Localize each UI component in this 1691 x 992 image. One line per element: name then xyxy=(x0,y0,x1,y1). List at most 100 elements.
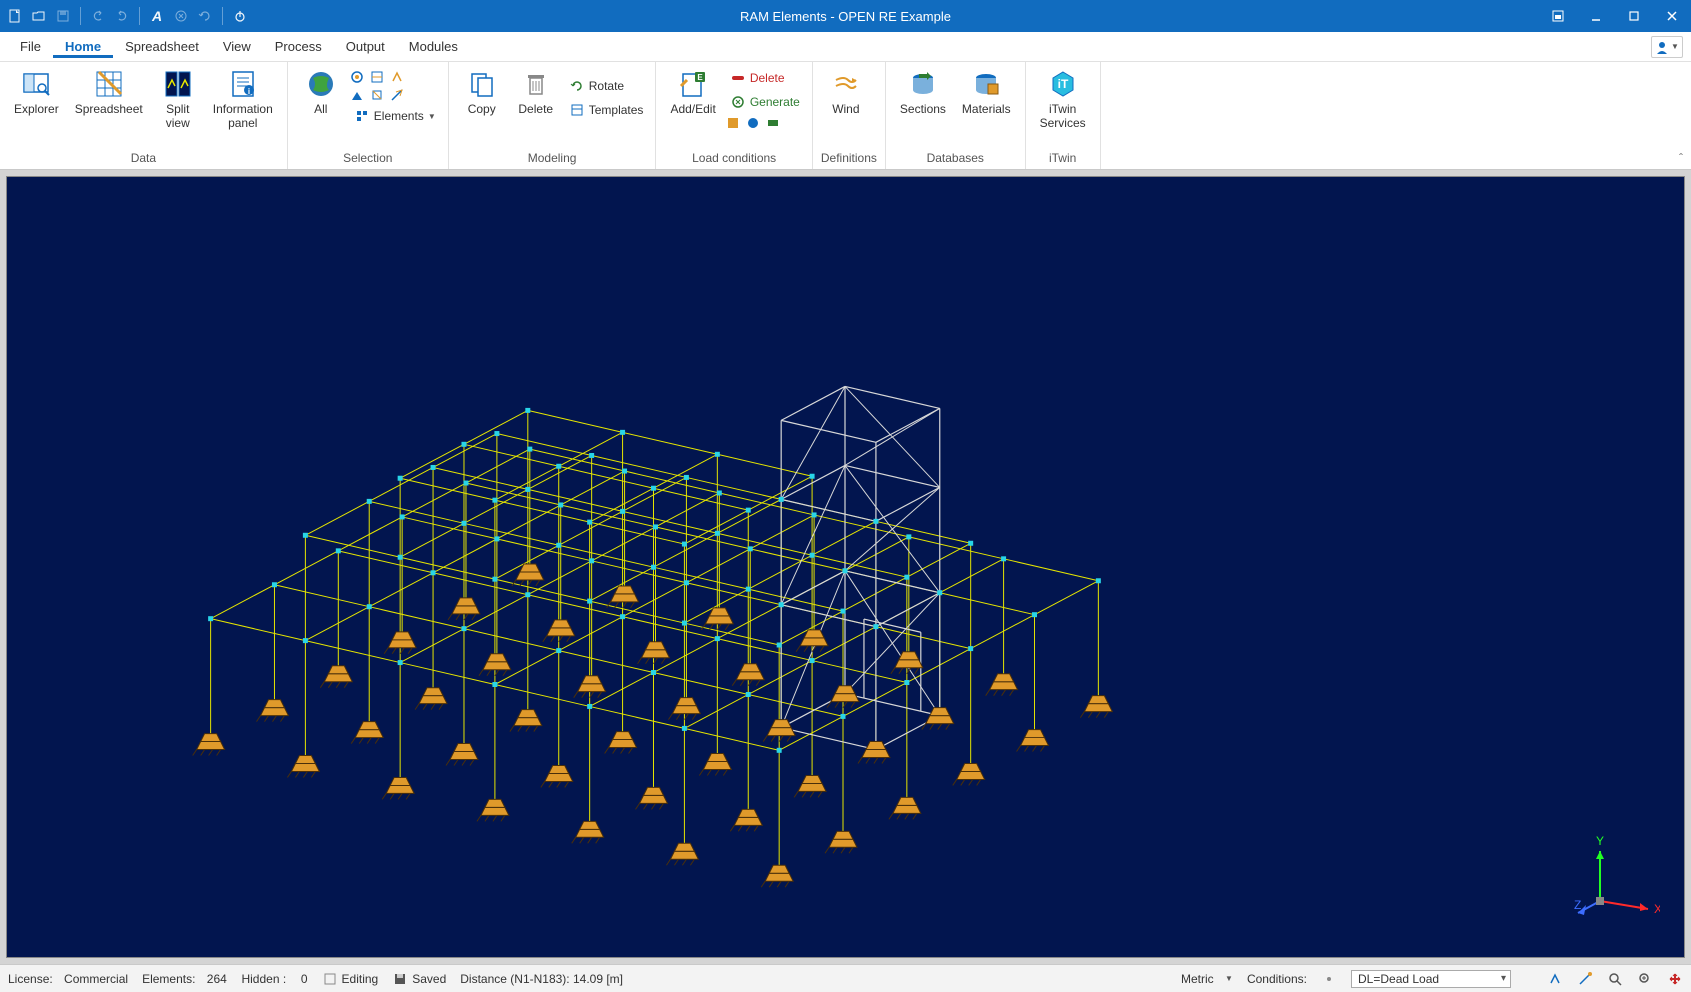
undo-icon[interactable] xyxy=(87,5,109,27)
status-tool-2[interactable] xyxy=(1577,971,1593,987)
sel-icon-4[interactable] xyxy=(350,88,364,102)
redo-icon[interactable] xyxy=(111,5,133,27)
zoom-fit-icon[interactable] xyxy=(1607,971,1623,987)
svg-text:iT: iT xyxy=(1057,77,1068,91)
menu-process[interactable]: Process xyxy=(263,35,334,58)
menu-file[interactable]: File xyxy=(8,35,53,58)
units-dropdown[interactable]: Metric ▼ xyxy=(1181,972,1233,986)
spreadsheet-button[interactable]: Spreadsheet xyxy=(69,66,149,118)
explorer-icon xyxy=(20,68,52,100)
status-distance: Distance (N1-N183): 14.09 [m] xyxy=(460,972,623,986)
conditions-dropdown[interactable]: DL=Dead Load xyxy=(1351,970,1511,988)
quick-access-toolbar: A xyxy=(4,5,251,27)
conditions-nav-icon[interactable] xyxy=(1321,971,1337,987)
lc-generate-icon xyxy=(730,94,746,110)
menu-view[interactable]: View xyxy=(211,35,263,58)
menu-output[interactable]: Output xyxy=(334,35,397,58)
copy-icon xyxy=(466,68,498,100)
wind-icon xyxy=(830,68,862,100)
lc-generate-button[interactable]: Generate xyxy=(726,92,804,112)
minimize-button[interactable] xyxy=(1581,5,1611,27)
ribbon-group-itwin: iT iTwin Services iTwin xyxy=(1026,62,1101,169)
rotate-icon xyxy=(569,78,585,94)
templates-button[interactable]: Templates xyxy=(565,100,648,120)
status-license: License: Commercial xyxy=(8,972,128,986)
svg-text:X: X xyxy=(1654,902,1660,916)
sel-icon-1[interactable] xyxy=(350,70,364,84)
edit-mode-icon xyxy=(322,971,338,987)
ribbon-group-selection: All Elements ▼ Sele xyxy=(288,62,449,169)
title-bar: A RAM Elements - OPEN RE Example xyxy=(0,0,1691,32)
sections-button[interactable]: Sections xyxy=(894,66,952,118)
close-button[interactable] xyxy=(1657,5,1687,27)
orientation-triad: Y X Z xyxy=(1570,831,1660,921)
delete-icon xyxy=(520,68,552,100)
sel-icon-6[interactable] xyxy=(390,88,404,102)
menu-spreadsheet[interactable]: Spreadsheet xyxy=(113,35,211,58)
save-file-icon[interactable] xyxy=(52,5,74,27)
sections-icon xyxy=(907,68,939,100)
delete-button[interactable]: Delete xyxy=(511,66,561,118)
status-elements: Elements: 264 Hidden : 0 xyxy=(142,972,307,986)
sel-icon-3[interactable] xyxy=(390,70,404,84)
window-title: RAM Elements - OPEN RE Example xyxy=(0,9,1691,24)
status-tool-1[interactable] xyxy=(1547,971,1563,987)
lc-delete-button[interactable]: Delete xyxy=(726,68,804,88)
maximize-button[interactable] xyxy=(1619,5,1649,27)
model-viewport[interactable]: Y X Z xyxy=(6,176,1685,958)
materials-icon xyxy=(970,68,1002,100)
info-panel-icon: i xyxy=(227,68,259,100)
spreadsheet-icon xyxy=(93,68,125,100)
open-file-icon[interactable] xyxy=(28,5,50,27)
elements-icon xyxy=(354,108,370,124)
qat-refresh-icon[interactable] xyxy=(194,5,216,27)
menu-modules[interactable]: Modules xyxy=(397,35,470,58)
ribbon-collapse-button[interactable]: ˆ xyxy=(1679,151,1683,165)
zoom-window-icon[interactable] xyxy=(1637,971,1653,987)
settings-icon[interactable] xyxy=(1543,5,1573,27)
svg-text:i: i xyxy=(248,87,250,96)
explorer-button[interactable]: Explorer xyxy=(8,66,65,118)
globe-icon xyxy=(305,68,337,100)
lc-icon-1[interactable] xyxy=(726,116,740,130)
power-icon[interactable] xyxy=(229,5,251,27)
wind-button[interactable]: Wind xyxy=(821,66,871,118)
svg-text:Z: Z xyxy=(1574,898,1581,912)
select-all-button[interactable]: All xyxy=(296,66,346,118)
ribbon-group-load-conditions: E Add/Edit Delete Generate Load c xyxy=(656,62,812,169)
pan-icon[interactable] xyxy=(1667,971,1683,987)
ribbon-group-modeling: Copy Delete Rotate Templates Modeling xyxy=(449,62,657,169)
conditions-label: Conditions: xyxy=(1247,972,1307,986)
menu-home[interactable]: Home xyxy=(53,35,113,58)
materials-button[interactable]: Materials xyxy=(956,66,1017,118)
qat-icon-b[interactable] xyxy=(170,5,192,27)
sel-icon-2[interactable] xyxy=(370,70,384,84)
saved-icon xyxy=(392,971,408,987)
user-menu[interactable]: ▼ xyxy=(1651,36,1683,58)
copy-button[interactable]: Copy xyxy=(457,66,507,118)
split-view-button[interactable]: Split view xyxy=(153,66,203,132)
structural-model xyxy=(7,177,1684,957)
ribbon: Explorer Spreadsheet Split view i Inform… xyxy=(0,62,1691,170)
add-edit-icon: E xyxy=(677,68,709,100)
elements-dropdown[interactable]: Elements ▼ xyxy=(350,106,440,126)
itwin-icon: iT xyxy=(1047,68,1079,100)
lc-delete-icon xyxy=(730,70,746,86)
info-panel-button[interactable]: i Information panel xyxy=(207,66,279,132)
lc-icon-2[interactable] xyxy=(746,116,760,130)
qat-icon-a[interactable]: A xyxy=(146,5,168,27)
ribbon-group-definitions: Wind Definitions xyxy=(813,62,886,169)
split-view-icon xyxy=(162,68,194,100)
menu-bar: File Home Spreadsheet View Process Outpu… xyxy=(0,32,1691,62)
status-saved: Saved xyxy=(392,971,446,987)
work-area: Y X Z xyxy=(0,170,1691,964)
itwin-services-button[interactable]: iT iTwin Services xyxy=(1034,66,1092,132)
ribbon-group-data: Explorer Spreadsheet Split view i Inform… xyxy=(0,62,288,169)
templates-icon xyxy=(569,102,585,118)
new-file-icon[interactable] xyxy=(4,5,26,27)
add-edit-button[interactable]: E Add/Edit xyxy=(664,66,721,118)
rotate-button[interactable]: Rotate xyxy=(565,76,648,96)
svg-text:Y: Y xyxy=(1596,834,1604,848)
sel-icon-5[interactable] xyxy=(370,88,384,102)
lc-icon-3[interactable] xyxy=(766,116,780,130)
